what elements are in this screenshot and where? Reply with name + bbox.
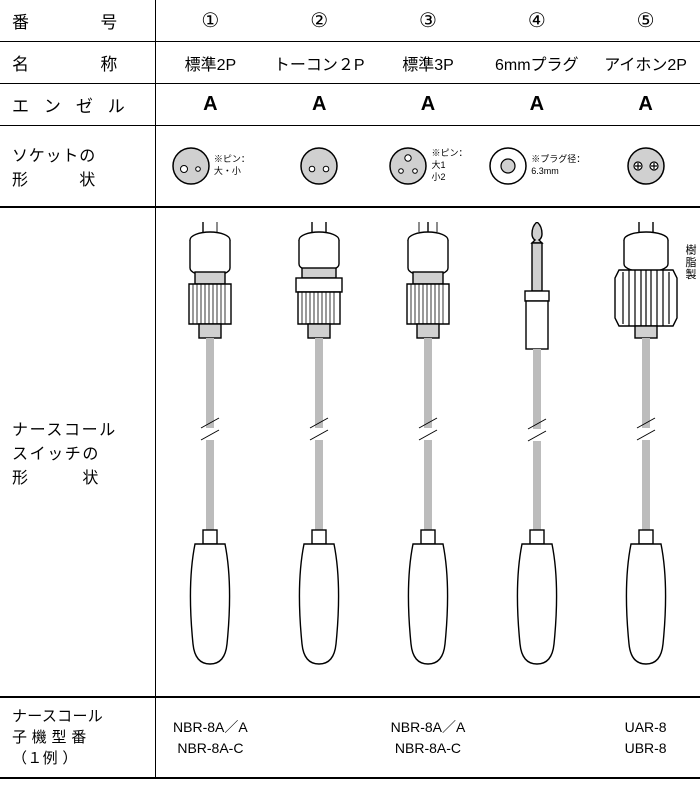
model-5b: UBR-8 bbox=[625, 738, 667, 759]
name-5: アイホン2P bbox=[591, 42, 700, 83]
row-name: 名 称 標準2P トーコン２P 標準3P 6mmプラグ アイホン2P bbox=[0, 42, 700, 84]
socket-6mm-icon bbox=[488, 146, 528, 186]
name-1: 標準2P bbox=[156, 42, 265, 83]
enzel-4: A bbox=[482, 84, 591, 125]
socket-2p-bigsmall-icon bbox=[171, 146, 211, 186]
enzel-3: A bbox=[374, 84, 483, 125]
socket-5 bbox=[591, 126, 700, 206]
switch-4 bbox=[482, 208, 591, 696]
label-model-3: （１例 ） bbox=[12, 748, 78, 769]
model-1: NBR-8A／A NBR-8A-C bbox=[156, 698, 265, 777]
model-2 bbox=[265, 698, 374, 777]
socket-1: ※ピン： 大・小 bbox=[156, 126, 265, 206]
socket-note-3: ※ピン： 大1 小2 bbox=[431, 148, 467, 183]
plug-tocon2p-icon bbox=[274, 222, 364, 682]
label-model-1: ナースコール bbox=[12, 706, 103, 727]
switch-2 bbox=[265, 208, 374, 696]
name-2: トーコン２P bbox=[265, 42, 374, 83]
label-switch: ナースコール スイッチの 形 状 bbox=[0, 208, 156, 696]
socket-2p-icon bbox=[299, 146, 339, 186]
plug-2p-bigsmall-icon bbox=[165, 222, 255, 682]
name-4: 6mmプラグ bbox=[482, 42, 591, 83]
plug-aiphone-icon bbox=[601, 222, 691, 682]
model-5a: UAR-8 bbox=[625, 717, 667, 738]
name-3: 標準3P bbox=[374, 42, 483, 83]
resin-label: 樹脂製 bbox=[682, 244, 698, 280]
model-4 bbox=[482, 698, 591, 777]
num-3: ③ bbox=[374, 0, 483, 41]
row-enzel: エ ン ゼ ル A A A A A bbox=[0, 84, 700, 126]
label-socket: ソケットの 形 状 bbox=[0, 126, 156, 206]
model-1a: NBR-8A／A bbox=[173, 717, 248, 738]
socket-4: ※プラグ径： 6.3mm bbox=[482, 126, 591, 206]
model-3: NBR-8A／A NBR-8A-C bbox=[374, 698, 483, 777]
socket-3: ※ピン： 大1 小2 bbox=[374, 126, 483, 206]
enzel-2: A bbox=[265, 84, 374, 125]
socket-note-1: ※ピン： 大・小 bbox=[214, 154, 250, 177]
socket-2 bbox=[265, 126, 374, 206]
row-socket: ソケットの 形 状 ※ピン： 大・小 ※ピン： 大1 bbox=[0, 126, 700, 208]
row-number: 番 号 ① ② ③ ④ ⑤ bbox=[0, 0, 700, 42]
num-1: ① bbox=[156, 0, 265, 41]
label-name: 名 称 bbox=[0, 42, 156, 83]
plug-3p-icon bbox=[383, 222, 473, 682]
switch-1 bbox=[156, 208, 265, 696]
model-5: UAR-8 UBR-8 bbox=[591, 698, 700, 777]
enzel-1: A bbox=[156, 84, 265, 125]
model-1b: NBR-8A-C bbox=[177, 738, 243, 759]
label-model-2: 子 機 型 番 bbox=[12, 727, 87, 748]
spec-table: 番 号 ① ② ③ ④ ⑤ 名 称 標準2P トーコン２P 標準3P 6mmプラ… bbox=[0, 0, 700, 779]
row-switch: ナースコール スイッチの 形 状 bbox=[0, 208, 700, 698]
num-5: ⑤ bbox=[591, 0, 700, 41]
switch-3 bbox=[374, 208, 483, 696]
num-4: ④ bbox=[482, 0, 591, 41]
socket-aiphone-icon bbox=[626, 146, 666, 186]
row-model: ナースコール 子 機 型 番 （１例 ） NBR-8A／A NBR-8A-C N… bbox=[0, 698, 700, 779]
socket-note-4: ※プラグ径： 6.3mm bbox=[531, 154, 585, 177]
model-3a: NBR-8A／A bbox=[391, 717, 466, 738]
model-3b: NBR-8A-C bbox=[395, 738, 461, 759]
enzel-5: A bbox=[591, 84, 700, 125]
label-model: ナースコール 子 機 型 番 （１例 ） bbox=[0, 698, 156, 777]
switch-5: 樹脂製 bbox=[591, 208, 700, 696]
num-2: ② bbox=[265, 0, 374, 41]
socket-3p-icon bbox=[388, 146, 428, 186]
label-number: 番 号 bbox=[0, 0, 156, 41]
plug-6mm-icon bbox=[492, 222, 582, 682]
label-enzel: エ ン ゼ ル bbox=[0, 84, 156, 125]
